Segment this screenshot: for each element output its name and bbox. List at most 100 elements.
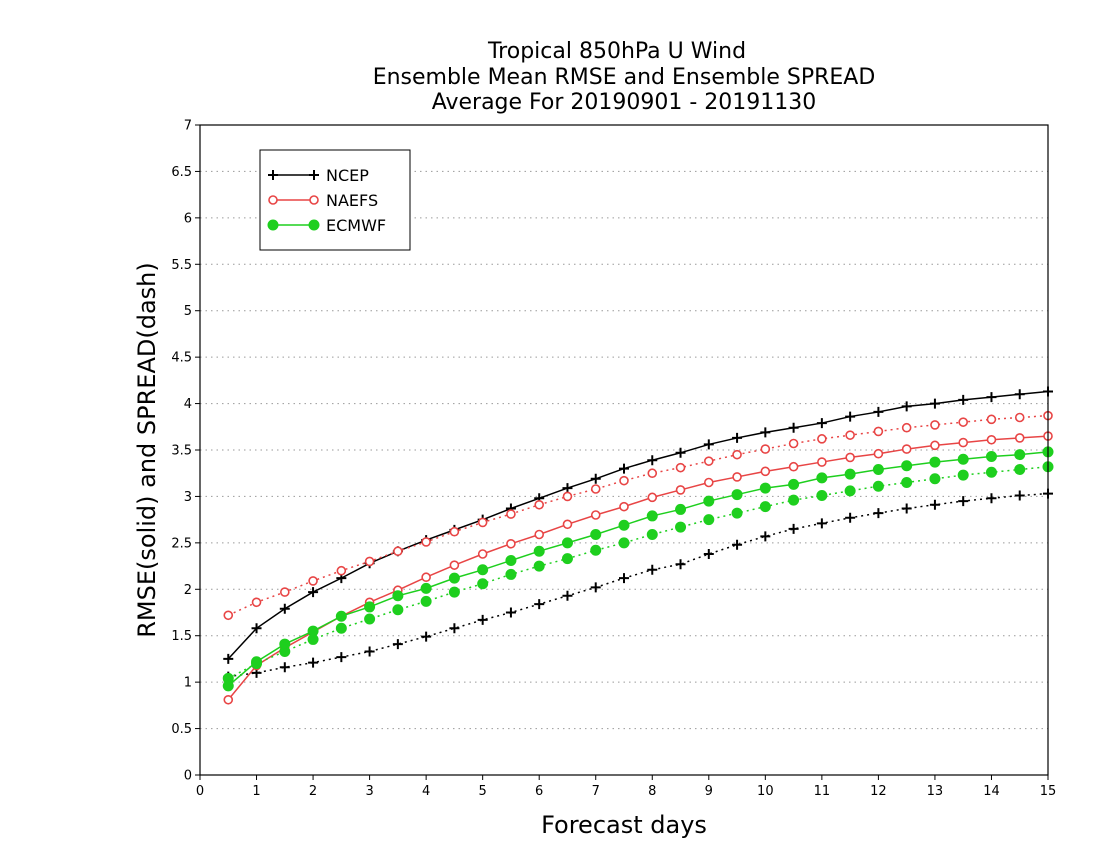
ecmwf-spread-point-21 xyxy=(816,490,828,501)
naefs-spread-point-12 xyxy=(562,491,573,502)
y-tick-label-3: 1.5 xyxy=(171,629,192,644)
x-tick-label-0: 0 xyxy=(196,784,204,799)
x-tick-label-15: 15 xyxy=(1040,784,1057,799)
naefs-rmse-point-12 xyxy=(562,519,573,530)
x-tick-label-13: 13 xyxy=(927,784,944,799)
naefs-rmse-point-24 xyxy=(901,444,912,454)
ncep-spread-point-3 xyxy=(308,657,319,668)
ecmwf-rmse-point-13 xyxy=(590,529,602,540)
ncep-rmse-point-23 xyxy=(873,406,884,417)
y-tick-label-10: 5 xyxy=(184,304,192,319)
x-axis-ticks: 0 1 2 3 4 5 6 7 8 9 10 11 12 13 14 15 xyxy=(196,775,1056,799)
y-axis-label: RMSE(solid) and SPREAD(dash) xyxy=(133,262,161,638)
x-tick-label-11: 11 xyxy=(814,784,831,799)
ecmwf-spread-point-7 xyxy=(420,595,432,607)
ncep-spread-point-5 xyxy=(364,646,375,657)
x-tick-label-2: 2 xyxy=(309,784,317,799)
ecmwf-spread-point-13 xyxy=(590,544,602,556)
naefs-spread-point-10 xyxy=(506,509,516,519)
legend-marker-right-ncep xyxy=(309,170,319,180)
naefs-spread-point-27 xyxy=(986,414,997,425)
ncep-spread-point-2 xyxy=(279,662,290,673)
naefs-rmse-point-17 xyxy=(703,477,714,488)
y-tick-label-9: 4.5 xyxy=(171,351,192,366)
x-tick-label-1: 1 xyxy=(252,784,260,799)
ncep-spread-point-10 xyxy=(505,607,516,618)
naefs-spread-point-13 xyxy=(590,484,601,494)
x-axis-label: Forecast days xyxy=(541,811,707,839)
naefs-rmse-point-27 xyxy=(986,434,997,445)
x-tick-label-10: 10 xyxy=(757,784,774,799)
ecmwf-spread-point-22 xyxy=(844,485,856,497)
naefs-rmse-point-23 xyxy=(873,448,884,459)
ecmwf-rmse-point-27 xyxy=(985,451,997,462)
y-tick-label-1: 0.5 xyxy=(171,722,192,737)
y-tick-label-2: 1 xyxy=(184,676,192,691)
ecmwf-rmse-point-16 xyxy=(675,503,687,515)
ncep-spread-point-8 xyxy=(449,623,460,634)
ecmwf-rmse-point-7 xyxy=(420,582,432,594)
ncep-rmse-line xyxy=(227,390,1049,660)
naefs-spread-point-23 xyxy=(873,426,884,437)
ecmwf-rmse-point-6 xyxy=(392,590,404,602)
naefs-spread-point-19 xyxy=(760,444,771,454)
ncep-spread-point-27 xyxy=(986,493,997,504)
ecmwf-rmse-point-26 xyxy=(957,453,969,465)
x-tick-label-14: 14 xyxy=(983,784,1000,799)
ncep-rmse-point-12 xyxy=(562,483,573,494)
ncep-spread-point-15 xyxy=(647,564,658,575)
naefs-rmse-point-19 xyxy=(760,466,771,477)
naefs-spread-point-17 xyxy=(703,456,714,466)
ncep-spread-point-28 xyxy=(1014,490,1025,501)
ncep-rmse-point-26 xyxy=(958,394,969,405)
naefs-spread-point-14 xyxy=(619,475,629,486)
ecmwf-spread-point-23 xyxy=(872,480,884,492)
legend-marker-left-naefs xyxy=(268,195,278,205)
ecmwf-rmse-point-0 xyxy=(222,680,234,692)
naefs-spread-point-3 xyxy=(308,576,318,586)
ncep-rmse-point-28 xyxy=(1014,389,1025,400)
ncep-rmse-point-18 xyxy=(732,432,743,443)
ecmwf-rmse-point-11 xyxy=(533,545,545,557)
ecmwf-spread-point-16 xyxy=(675,521,687,533)
y-axis-ticks: 0 0.5 1 1.5 2 2.5 3 3.5 4 4.5 5 5.5 6 6.5 7 xyxy=(171,119,200,784)
naefs-rmse-point-10 xyxy=(506,538,516,549)
ncep-rmse-point-19 xyxy=(760,427,771,438)
y-tick-label-5: 2.5 xyxy=(171,536,192,551)
ecmwf-spread-point-5 xyxy=(364,613,376,625)
x-tick-label-12: 12 xyxy=(870,784,887,799)
ecmwf-rmse-point-5 xyxy=(364,601,376,613)
ecmwf-rmse-point-28 xyxy=(1014,449,1026,461)
ecmwf-rmse-point-12 xyxy=(561,537,573,549)
ecmwf-spread-point-17 xyxy=(703,514,715,526)
ncep-spread-point-4 xyxy=(336,652,347,663)
ecmwf-spread-point-28 xyxy=(1014,464,1026,475)
naefs-rmse-point-21 xyxy=(817,457,827,467)
naefs-rmse-point-0 xyxy=(223,694,234,705)
ncep-spread-point-7 xyxy=(421,631,432,642)
naefs-spread-point-28 xyxy=(1014,412,1025,423)
ecmwf-rmse-point-23 xyxy=(872,464,884,475)
naefs-spread-point-15 xyxy=(647,468,658,479)
ncep-rmse-point-24 xyxy=(901,401,912,412)
ncep-rmse-point-20 xyxy=(788,422,799,433)
ncep-rmse-point-3 xyxy=(308,587,319,598)
ncep-rmse-point-13 xyxy=(590,473,601,484)
naefs-spread-point-4 xyxy=(336,565,347,576)
ecmwf-rmse-line xyxy=(227,451,1049,687)
naefs-rmse-point-13 xyxy=(590,510,601,520)
ecmwf-spread-point-18 xyxy=(731,507,743,519)
naefs-rmse-point-14 xyxy=(619,501,629,512)
naefs-spread-point-2 xyxy=(279,587,290,597)
ncep-spread-point-12 xyxy=(562,590,573,601)
chart-title-line-3: Average For 20190901 - 20191130 xyxy=(432,90,817,115)
ecmwf-rmse-point-9 xyxy=(477,564,489,576)
ecmwf-spread-point-20 xyxy=(788,494,800,506)
naefs-spread-point-9 xyxy=(477,517,488,528)
naefs-spread-point-18 xyxy=(732,449,742,460)
naefs-spread-point-7 xyxy=(421,537,431,547)
ecmwf-spread-point-11 xyxy=(533,560,545,572)
ncep-spread-point-20 xyxy=(788,523,799,534)
ecmwf-spread-point-12 xyxy=(561,553,573,565)
